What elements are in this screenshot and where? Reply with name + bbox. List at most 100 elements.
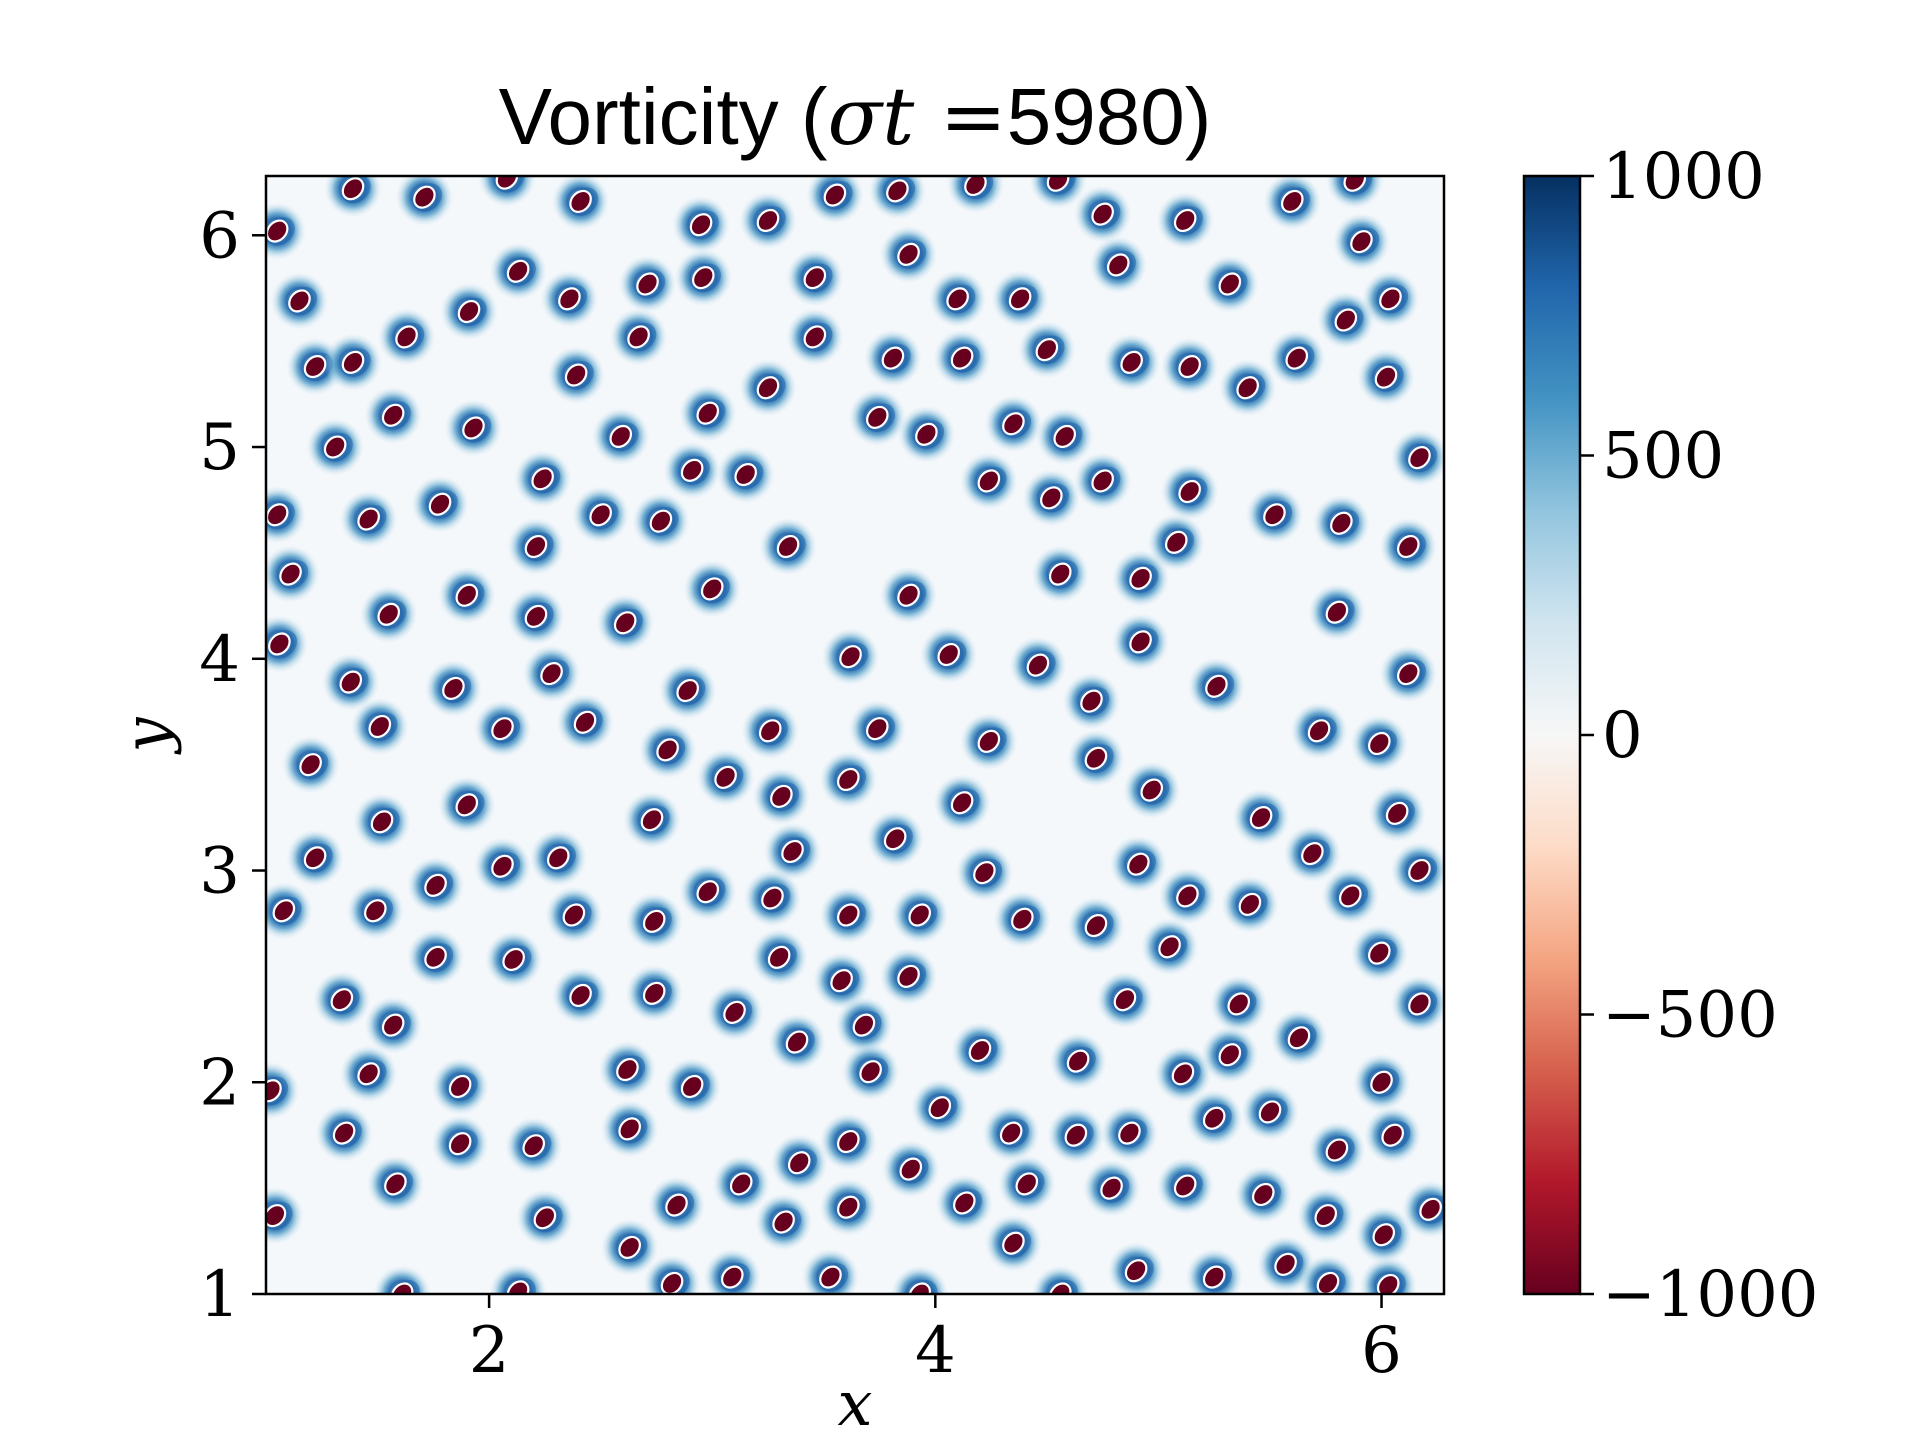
vortex <box>1031 545 1090 604</box>
vortex-core <box>785 1030 809 1054</box>
vortex <box>1390 428 1444 487</box>
vortex-core <box>266 503 289 527</box>
vortex-core <box>589 503 612 527</box>
vortex-core <box>866 717 889 741</box>
vortex <box>346 881 405 940</box>
vortex <box>1160 337 1219 396</box>
vortex <box>881 1140 940 1199</box>
vortex <box>266 881 313 940</box>
vortex <box>1316 290 1375 349</box>
vortex-core <box>558 287 581 311</box>
vortex-core <box>1236 376 1259 400</box>
vortex <box>678 862 737 921</box>
vortex <box>1022 468 1081 527</box>
vortex <box>504 1116 563 1175</box>
vortex <box>1046 1106 1105 1165</box>
vortex <box>544 885 603 944</box>
y-tick-label: 6 <box>199 199 240 273</box>
vortex <box>1111 612 1170 671</box>
vortex <box>1368 784 1427 843</box>
vortex <box>513 449 572 508</box>
vortex <box>834 996 893 1055</box>
y-tick-label: 3 <box>199 835 240 909</box>
vortex <box>1066 729 1125 788</box>
vortex <box>625 964 684 1023</box>
vortex <box>437 566 496 625</box>
vortex-core <box>1218 1043 1242 1067</box>
vortex <box>324 176 383 218</box>
vortex <box>716 445 775 504</box>
vortex <box>848 699 907 758</box>
vortex <box>1390 974 1444 1033</box>
vortex <box>879 566 938 625</box>
vortex <box>638 720 697 779</box>
vortex-core <box>656 738 679 762</box>
x-axis: 2 4 6 <box>469 1294 1402 1388</box>
vortex <box>658 661 717 720</box>
vortex <box>741 701 800 760</box>
vortex <box>1122 761 1181 820</box>
vortex <box>678 384 737 443</box>
vortex-core <box>1205 674 1228 698</box>
vortex <box>841 1042 900 1101</box>
vortex-core <box>680 458 704 482</box>
vortex-core <box>562 903 586 927</box>
vortex-core <box>1171 1062 1195 1086</box>
vortex <box>1390 841 1444 900</box>
vortex-core <box>1258 1100 1282 1124</box>
vortex-core <box>1227 992 1251 1016</box>
vortex-core <box>524 534 548 559</box>
vortex-core <box>714 765 737 789</box>
vortex-core <box>1330 511 1353 535</box>
x-tick-label: 2 <box>469 1314 510 1388</box>
vortex <box>643 1254 702 1294</box>
vortex <box>928 269 987 328</box>
vortex-core <box>676 678 699 703</box>
vortex <box>705 983 764 1042</box>
vortex <box>324 333 383 392</box>
vortex <box>1379 644 1438 703</box>
vortex <box>946 176 1005 214</box>
vortex <box>515 1188 574 1247</box>
vortex <box>1332 212 1391 271</box>
vortex <box>1379 517 1438 576</box>
vortex-core <box>1053 424 1077 448</box>
vortex-core <box>691 266 715 290</box>
vortex-core <box>339 670 363 694</box>
vortex-core <box>908 903 931 927</box>
vortex-core <box>323 435 347 459</box>
vortex <box>484 930 543 989</box>
vortex-core <box>381 1013 405 1037</box>
vortex-core <box>1040 486 1063 510</box>
vortex-core <box>424 873 447 897</box>
vortex <box>281 735 340 794</box>
vortex <box>506 517 565 576</box>
vortex-core <box>1080 689 1103 713</box>
vortex-core <box>837 903 860 927</box>
vortex <box>431 1057 490 1116</box>
vortex-core <box>1238 892 1262 916</box>
vortex-core <box>756 208 780 233</box>
vortex <box>1160 462 1219 521</box>
vortex-core <box>1118 1121 1141 1145</box>
vortex <box>1153 1044 1212 1103</box>
vortex <box>819 1112 878 1171</box>
vortex <box>1290 701 1349 760</box>
vortex <box>406 928 465 987</box>
vortex <box>1185 1089 1244 1148</box>
vortex <box>306 418 365 477</box>
vortex-core <box>642 909 666 933</box>
vortex <box>1307 583 1366 642</box>
vortex <box>866 809 925 868</box>
vortex-core <box>303 355 327 379</box>
vortex-core <box>723 1000 746 1024</box>
vortex <box>1109 835 1168 894</box>
vortex-core <box>787 1151 811 1175</box>
vortex-core <box>1285 346 1309 370</box>
vortex <box>1296 1186 1355 1245</box>
vortex-core <box>852 1013 876 1037</box>
vortex <box>890 1265 949 1294</box>
vortex-core <box>1419 1197 1442 1221</box>
vortex <box>609 307 668 366</box>
